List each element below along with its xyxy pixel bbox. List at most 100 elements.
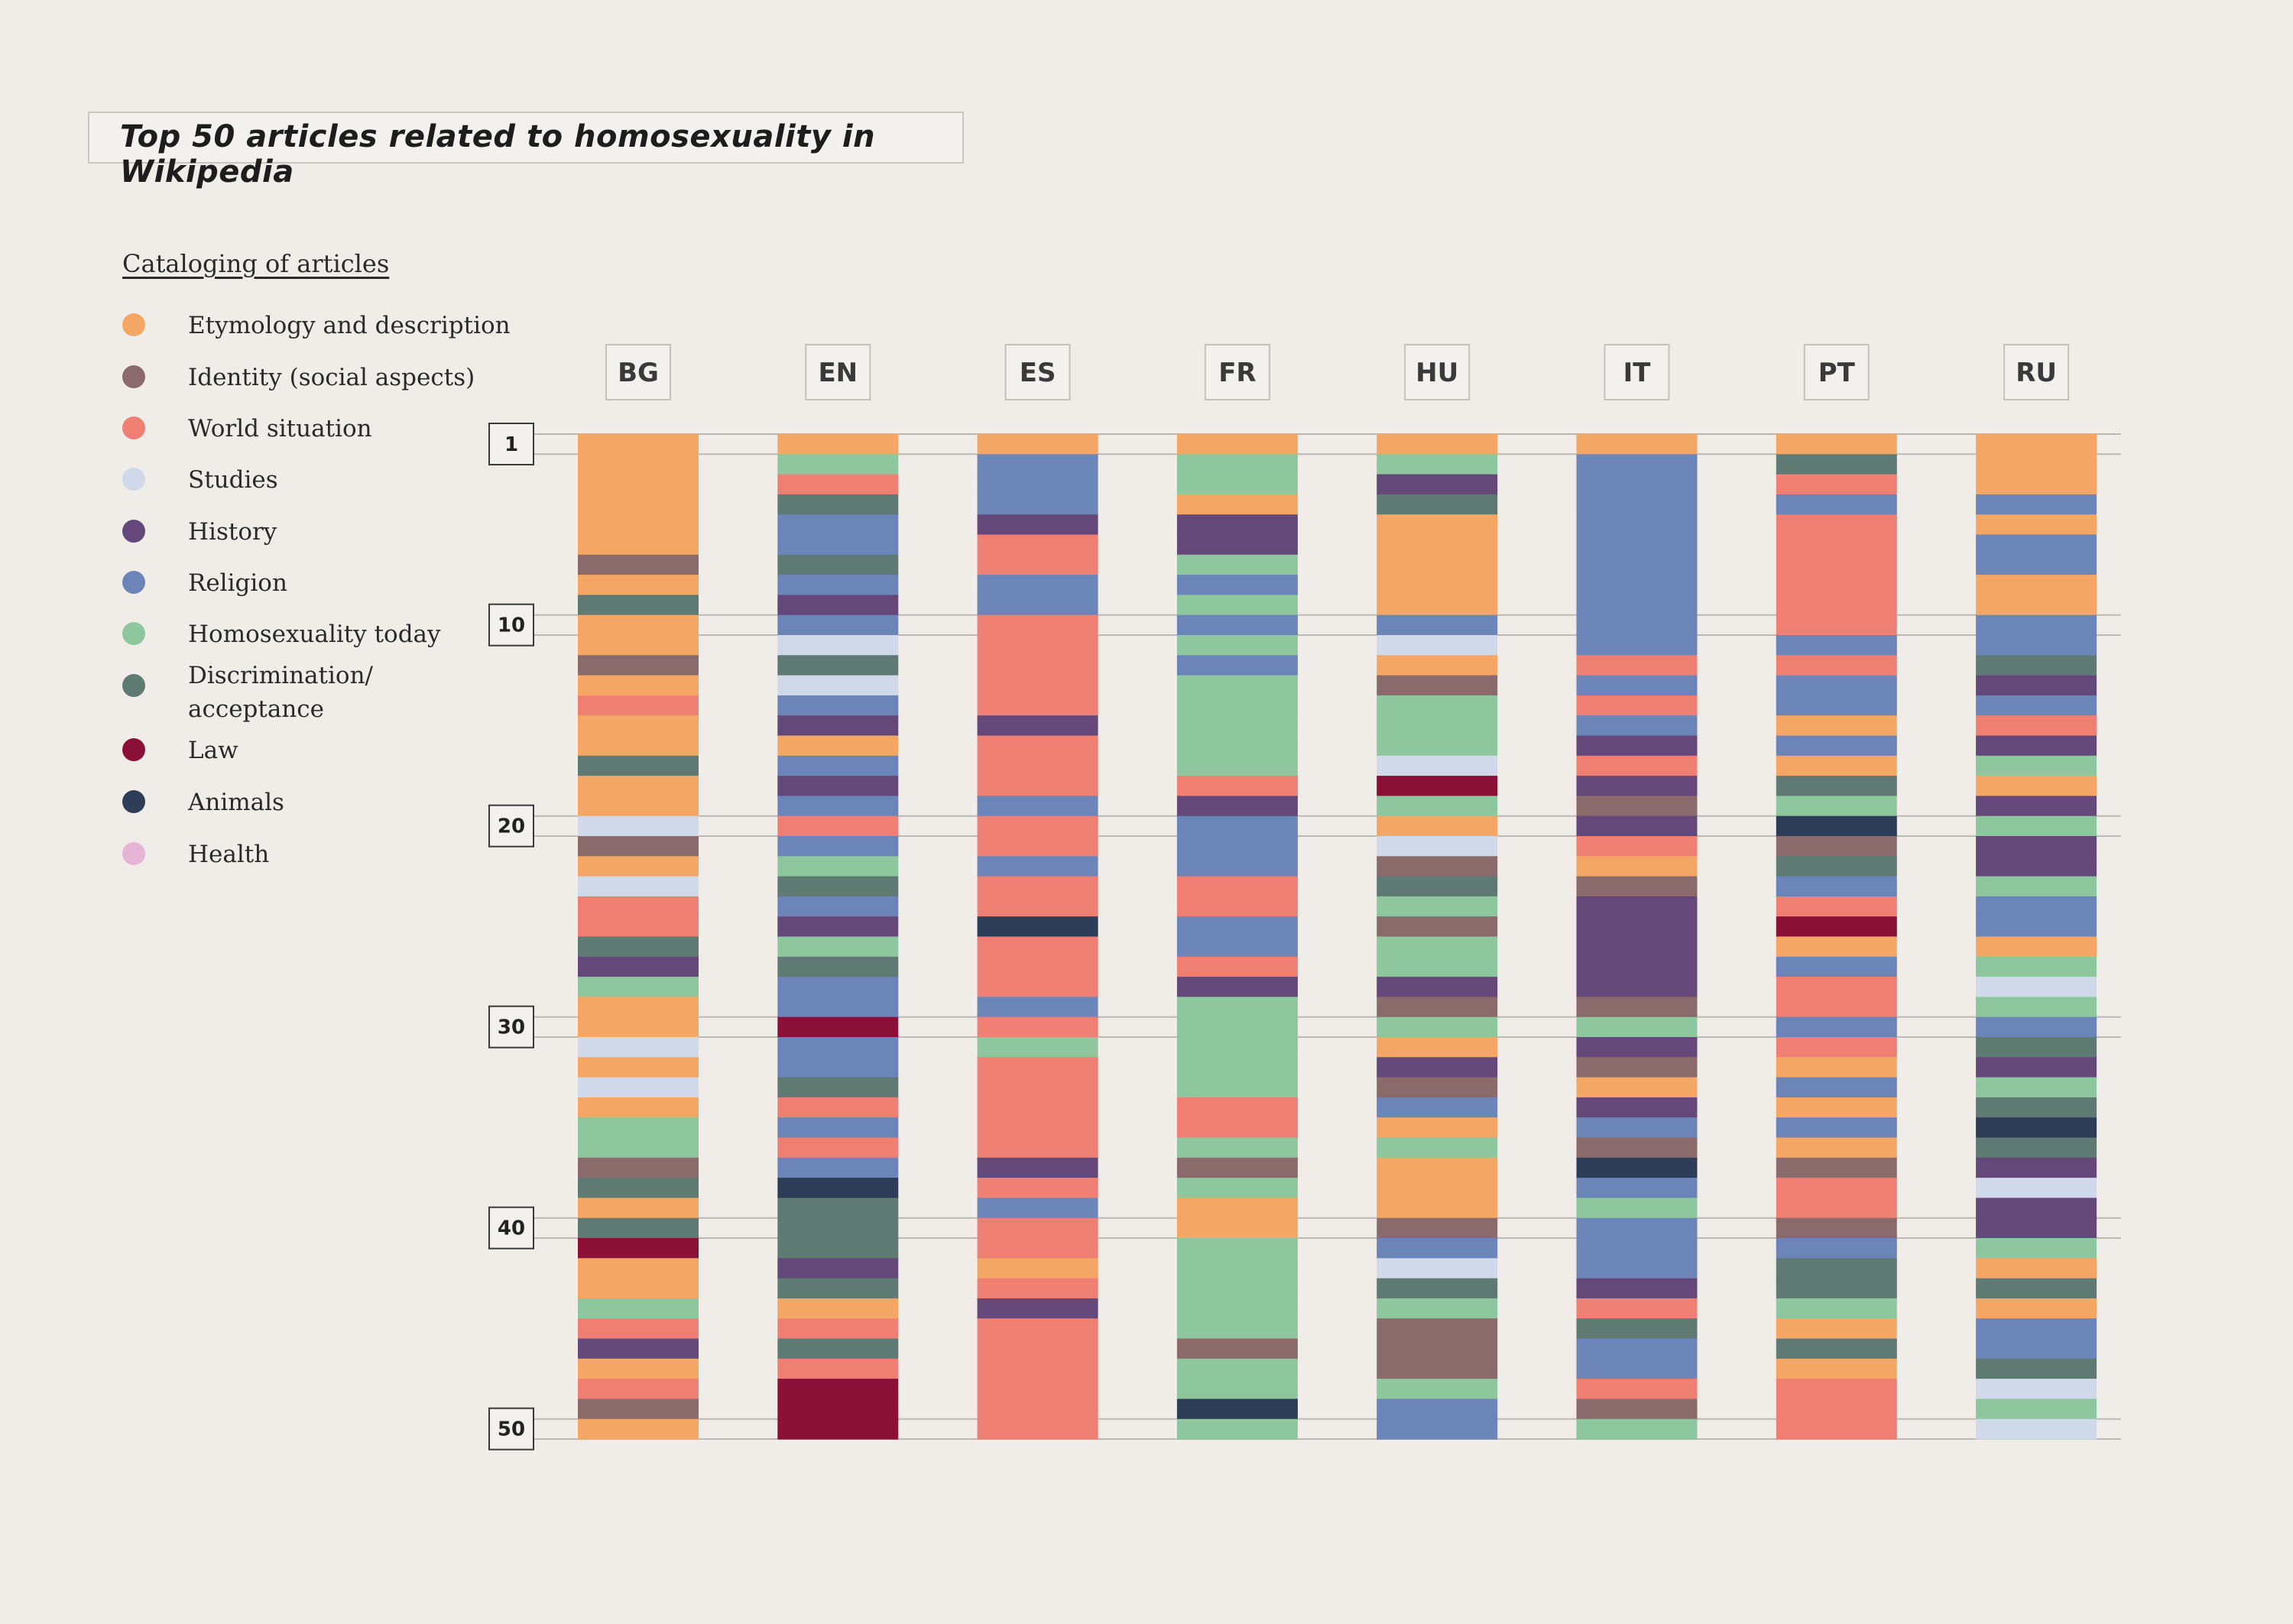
rank-segment	[977, 836, 1098, 857]
rank-segment	[977, 1198, 1098, 1219]
rank-segment	[777, 1418, 899, 1440]
rank-segment	[1776, 815, 1897, 837]
rank-segment	[1377, 936, 1498, 958]
rank-segment	[1776, 876, 1897, 897]
chart-title: Top 50 articles related to homosexuality…	[120, 119, 876, 190]
rank-segment	[1377, 1418, 1498, 1440]
rank-segment	[977, 916, 1098, 938]
rank-segment	[578, 635, 699, 656]
rank-segment	[578, 1338, 699, 1360]
rank-segment	[1176, 1298, 1298, 1319]
rank-segment	[777, 554, 899, 575]
rank-segment	[777, 735, 899, 757]
rank-segment	[977, 1117, 1098, 1139]
rank-segment	[1176, 595, 1298, 616]
language-header-box	[1004, 344, 1071, 400]
rank-segment	[977, 755, 1098, 776]
rank-segment	[1377, 675, 1498, 696]
rank-segment	[1576, 614, 1698, 636]
rank-segment	[1576, 595, 1698, 616]
rank-segment	[1176, 534, 1298, 556]
rank-segment	[578, 474, 699, 495]
rank-segment	[1176, 1097, 1298, 1118]
language-header-box	[2003, 344, 2070, 400]
rank-segment	[1576, 575, 1698, 595]
rank-segment	[1377, 1338, 1498, 1360]
rank-segment	[1377, 1238, 1498, 1259]
rank-segment	[578, 977, 699, 997]
rank-segment	[1976, 1338, 2097, 1360]
rank-tick-box	[488, 603, 534, 647]
rank-segment	[1776, 1217, 1897, 1239]
rank-tick-label: 40	[498, 1217, 525, 1240]
rank-segment	[1576, 1016, 1698, 1038]
rank-segment	[777, 434, 899, 455]
rank-segment	[578, 1057, 699, 1078]
rank-segment	[977, 695, 1098, 716]
rank-segment	[1377, 715, 1498, 737]
rank-segment	[1576, 1117, 1698, 1139]
rank-segment	[1576, 1057, 1698, 1078]
rank-segment	[1377, 1097, 1498, 1118]
rank-segment	[1776, 1117, 1897, 1139]
rank-segment	[777, 755, 899, 776]
legend-item: Studies	[122, 466, 520, 514]
rank-segment	[977, 1298, 1098, 1319]
rank-segment	[1776, 1298, 1897, 1319]
rank-segment	[1976, 474, 2097, 495]
rank-segment	[1176, 956, 1298, 977]
rank-segment	[777, 1217, 899, 1239]
rank-segment	[1576, 1258, 1698, 1279]
legend-swatch	[122, 468, 145, 491]
rank-segment	[578, 1117, 699, 1139]
legend-label: Studies	[188, 466, 278, 494]
rank-segment	[1776, 1178, 1897, 1198]
rank-segment	[1576, 1077, 1698, 1098]
rank-segment	[578, 614, 699, 636]
rank-tick-box	[488, 1206, 534, 1250]
rank-segment	[1576, 1399, 1698, 1420]
rank-segment	[977, 1217, 1098, 1239]
rank-segment	[1576, 1379, 1698, 1399]
rank-segment	[1176, 1117, 1298, 1139]
rank-segment	[1176, 815, 1298, 837]
rank-segment	[1576, 796, 1698, 817]
rank-segment	[977, 876, 1098, 897]
rank-segment	[777, 956, 899, 977]
rank-segment	[1976, 1057, 2097, 1078]
rank-segment	[1776, 1016, 1897, 1038]
rank-segment	[1976, 956, 2097, 977]
legend-swatch	[122, 520, 145, 543]
rank-segment	[1776, 896, 1897, 917]
rank-segment	[1377, 554, 1498, 575]
rank-segment	[777, 1137, 899, 1159]
rank-segment	[777, 997, 899, 1018]
rank-segment	[777, 1157, 899, 1178]
rank-segment	[1576, 1097, 1698, 1118]
rank-segment	[1576, 554, 1698, 575]
rank-segment	[1976, 1097, 2097, 1118]
rank-segment	[1776, 916, 1897, 938]
rank-segment	[977, 534, 1098, 556]
rank-segment	[1576, 1217, 1698, 1239]
language-label: BG	[618, 358, 659, 388]
rank-segment	[1576, 454, 1698, 475]
rank-segment	[977, 454, 1098, 475]
rank-segment	[578, 1157, 699, 1178]
rank-segment	[1576, 956, 1698, 977]
rank-segment	[1776, 675, 1897, 696]
chart-title-box: Top 50 articles related to homosexuality…	[88, 112, 964, 190]
rank-segment	[578, 1137, 699, 1159]
rank-segment	[1576, 876, 1698, 897]
rank-segment	[777, 1037, 899, 1058]
rank-segment	[777, 454, 899, 475]
rank-segment	[1377, 856, 1498, 877]
rank-segment	[1176, 896, 1298, 917]
language-header-box	[805, 344, 871, 400]
rank-segment	[777, 776, 899, 796]
rank-segment	[1576, 936, 1698, 958]
rank-segment	[1776, 755, 1897, 776]
rank-tick-box	[488, 1005, 534, 1049]
rank-segment	[977, 1137, 1098, 1159]
rank-segment	[1976, 1298, 2097, 1319]
